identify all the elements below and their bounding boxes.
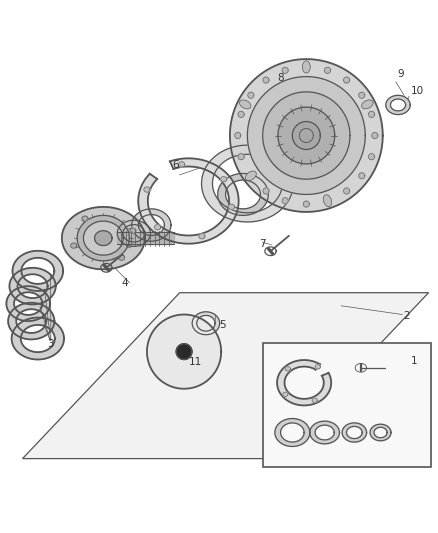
Ellipse shape: [323, 195, 332, 207]
Polygon shape: [359, 92, 365, 98]
Polygon shape: [310, 421, 339, 444]
Polygon shape: [248, 92, 254, 98]
Text: 9: 9: [397, 69, 403, 78]
Text: 11: 11: [188, 357, 201, 367]
Polygon shape: [248, 173, 254, 179]
Polygon shape: [342, 423, 367, 442]
Polygon shape: [229, 204, 235, 209]
Polygon shape: [221, 176, 227, 182]
Ellipse shape: [245, 171, 256, 181]
Polygon shape: [303, 64, 309, 70]
Polygon shape: [132, 209, 171, 241]
Text: 5: 5: [219, 320, 226, 329]
Polygon shape: [147, 314, 221, 389]
Text: 10: 10: [411, 86, 424, 96]
Polygon shape: [12, 318, 64, 359]
Polygon shape: [292, 122, 320, 149]
Polygon shape: [7, 286, 50, 321]
Polygon shape: [8, 303, 54, 340]
Text: 8: 8: [277, 73, 283, 83]
Polygon shape: [263, 92, 350, 179]
Polygon shape: [303, 201, 309, 207]
FancyBboxPatch shape: [263, 343, 431, 467]
Polygon shape: [238, 111, 244, 117]
Text: 7: 7: [259, 239, 266, 249]
Polygon shape: [62, 207, 145, 269]
Polygon shape: [218, 174, 268, 215]
Polygon shape: [282, 198, 288, 204]
Polygon shape: [235, 133, 241, 139]
Polygon shape: [230, 59, 383, 212]
Polygon shape: [359, 173, 365, 179]
Polygon shape: [179, 161, 185, 167]
Polygon shape: [278, 107, 335, 164]
Polygon shape: [368, 111, 374, 117]
Polygon shape: [275, 418, 310, 447]
Polygon shape: [192, 312, 219, 335]
Text: 3: 3: [48, 340, 54, 349]
Polygon shape: [368, 154, 374, 160]
Polygon shape: [77, 215, 129, 261]
Ellipse shape: [362, 100, 373, 109]
Polygon shape: [117, 220, 150, 246]
Ellipse shape: [302, 61, 310, 73]
Polygon shape: [263, 77, 269, 83]
Polygon shape: [238, 154, 244, 160]
Polygon shape: [283, 392, 288, 397]
Text: 2: 2: [403, 311, 410, 321]
Text: 1: 1: [411, 356, 418, 366]
Polygon shape: [282, 67, 288, 74]
Polygon shape: [372, 133, 378, 139]
Polygon shape: [144, 187, 150, 192]
Polygon shape: [13, 251, 63, 291]
Polygon shape: [82, 216, 88, 221]
Polygon shape: [176, 344, 192, 359]
Polygon shape: [263, 188, 269, 194]
Polygon shape: [71, 243, 77, 248]
Polygon shape: [138, 158, 239, 244]
Polygon shape: [325, 198, 331, 204]
Polygon shape: [95, 231, 112, 246]
Polygon shape: [277, 360, 331, 406]
Polygon shape: [285, 367, 290, 371]
Text: 4: 4: [122, 278, 128, 288]
Polygon shape: [119, 255, 125, 260]
Polygon shape: [22, 293, 428, 458]
Polygon shape: [315, 365, 320, 369]
Polygon shape: [10, 268, 56, 304]
Polygon shape: [199, 233, 205, 239]
Polygon shape: [312, 398, 317, 402]
Ellipse shape: [240, 100, 251, 109]
Text: 6: 6: [172, 160, 179, 170]
Polygon shape: [386, 95, 410, 115]
Polygon shape: [130, 228, 136, 233]
Polygon shape: [201, 145, 293, 222]
Polygon shape: [325, 67, 331, 74]
Polygon shape: [247, 77, 365, 195]
Polygon shape: [343, 188, 350, 194]
Polygon shape: [370, 424, 391, 441]
Polygon shape: [343, 77, 350, 83]
Polygon shape: [155, 224, 161, 230]
